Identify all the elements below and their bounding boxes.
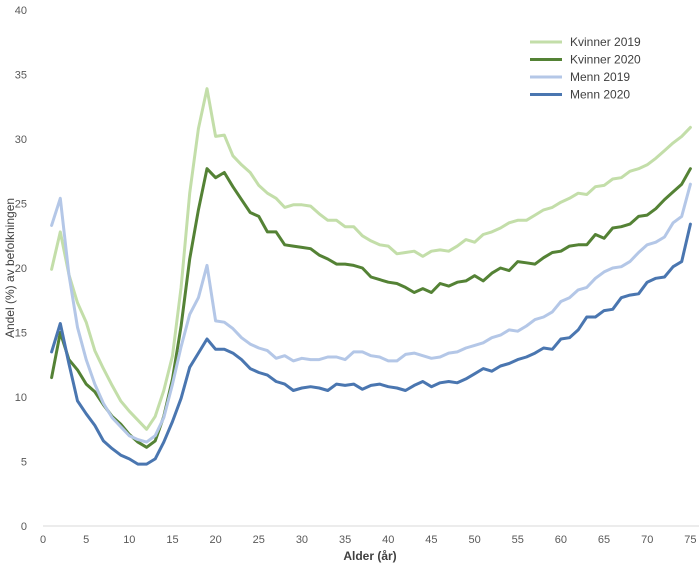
legend-label: Kvinner 2020 xyxy=(570,53,641,67)
legend-label: Kvinner 2019 xyxy=(570,35,641,49)
x-tick-label: 55 xyxy=(512,534,524,546)
x-tick-label: 30 xyxy=(296,534,308,546)
y-axis-title: Andel (%) av befolkningen xyxy=(3,198,17,338)
y-tick-label: 5 xyxy=(21,457,27,469)
y-tick-label: 25 xyxy=(15,199,27,211)
x-tick-label: 65 xyxy=(598,534,610,546)
series-kvinner-2020 xyxy=(50,167,692,449)
x-tick-label: 0 xyxy=(40,534,46,546)
y-tick-label: 40 xyxy=(15,5,27,17)
y-tick-label: 35 xyxy=(15,70,27,82)
legend-item: Kvinner 2019 xyxy=(530,35,641,49)
series-line-kvinner-2020 xyxy=(50,167,692,449)
y-axis-ticks: 0 5 10 15 20 25 30 35 40 xyxy=(15,5,27,533)
y-tick-label: 0 xyxy=(21,521,27,533)
series-kvinner-2019 xyxy=(50,87,692,431)
x-tick-label: 35 xyxy=(339,534,351,546)
y-tick-label: 10 xyxy=(15,392,27,404)
x-tick-label: 20 xyxy=(210,534,222,546)
series-menn-2019 xyxy=(50,182,692,444)
x-tick-label: 45 xyxy=(425,534,437,546)
legend-item: Kvinner 2020 xyxy=(530,53,641,67)
x-axis-title: Alder (år) xyxy=(343,549,396,563)
x-axis-ticks: 0 5 10 15 20 25 30 35 40 45 50 55 60 65 70 75 xyxy=(40,534,697,546)
x-tick-label: 40 xyxy=(382,534,394,546)
series-line-kvinner-2019 xyxy=(50,87,692,431)
series-menn-2020 xyxy=(50,222,692,466)
y-tick-label: 20 xyxy=(15,263,27,275)
y-tick-label: 30 xyxy=(15,134,27,146)
legend-item: Menn 2020 xyxy=(530,88,630,102)
x-tick-label: 10 xyxy=(123,534,135,546)
x-tick-label: 25 xyxy=(253,534,265,546)
x-tick-label: 70 xyxy=(641,534,653,546)
x-tick-label: 60 xyxy=(555,534,567,546)
legend-label: Menn 2019 xyxy=(570,70,630,84)
x-tick-label: 5 xyxy=(83,534,89,546)
legend-label: Menn 2020 xyxy=(570,88,630,102)
legend: Kvinner 2019 Kvinner 2020 Menn 2019 Menn 20… xyxy=(530,35,641,102)
x-tick-label: 15 xyxy=(166,534,178,546)
series-line-menn-2019 xyxy=(50,182,692,444)
series-lines xyxy=(50,87,692,466)
y-tick-label: 15 xyxy=(15,328,27,340)
legend-item: Menn 2019 xyxy=(530,70,630,84)
x-tick-label: 50 xyxy=(468,534,480,546)
x-tick-label: 75 xyxy=(684,534,696,546)
